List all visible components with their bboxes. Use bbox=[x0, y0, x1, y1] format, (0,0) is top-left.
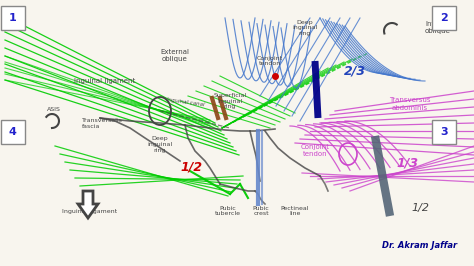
Text: Pectineal
line: Pectineal line bbox=[281, 206, 309, 217]
Text: Inguinal canal: Inguinal canal bbox=[165, 97, 204, 107]
Text: Conjoint
tendon: Conjoint tendon bbox=[301, 144, 329, 157]
Text: 2/3: 2/3 bbox=[344, 64, 366, 77]
Text: Transversalis
fascia: Transversalis fascia bbox=[82, 118, 123, 129]
Text: 2: 2 bbox=[440, 13, 448, 23]
Text: Pubic
tubercle: Pubic tubercle bbox=[215, 206, 241, 217]
Text: Deep
inguinal
ring: Deep inguinal ring bbox=[292, 20, 318, 36]
Text: ASIS: ASIS bbox=[47, 107, 61, 112]
Polygon shape bbox=[78, 191, 98, 218]
Text: Inguinal ligament: Inguinal ligament bbox=[63, 209, 118, 214]
Text: Transversus
abdominis: Transversus abdominis bbox=[389, 98, 431, 110]
Text: 1: 1 bbox=[9, 13, 17, 23]
FancyBboxPatch shape bbox=[432, 120, 456, 144]
Text: Dr. Akram Jaffar: Dr. Akram Jaffar bbox=[383, 241, 457, 250]
Text: External
oblique: External oblique bbox=[161, 49, 190, 63]
Text: Inguinal ligament: Inguinal ligament bbox=[74, 78, 136, 84]
FancyBboxPatch shape bbox=[432, 6, 456, 30]
FancyBboxPatch shape bbox=[1, 6, 25, 30]
Text: Conjoint
tendon: Conjoint tendon bbox=[257, 56, 283, 66]
FancyBboxPatch shape bbox=[1, 120, 25, 144]
Text: 1/2: 1/2 bbox=[411, 203, 429, 213]
Text: 1/3: 1/3 bbox=[397, 156, 419, 169]
Text: Superficial
inguinal
ring: Superficial inguinal ring bbox=[213, 93, 246, 109]
Text: 4: 4 bbox=[9, 127, 17, 137]
Text: Pubic
crest: Pubic crest bbox=[253, 206, 269, 217]
Text: 1/2: 1/2 bbox=[181, 161, 203, 174]
Text: Deep
inguinal
ring: Deep inguinal ring bbox=[147, 136, 173, 153]
Text: 3: 3 bbox=[440, 127, 448, 137]
Text: Internal
oblique: Internal oblique bbox=[425, 22, 452, 35]
